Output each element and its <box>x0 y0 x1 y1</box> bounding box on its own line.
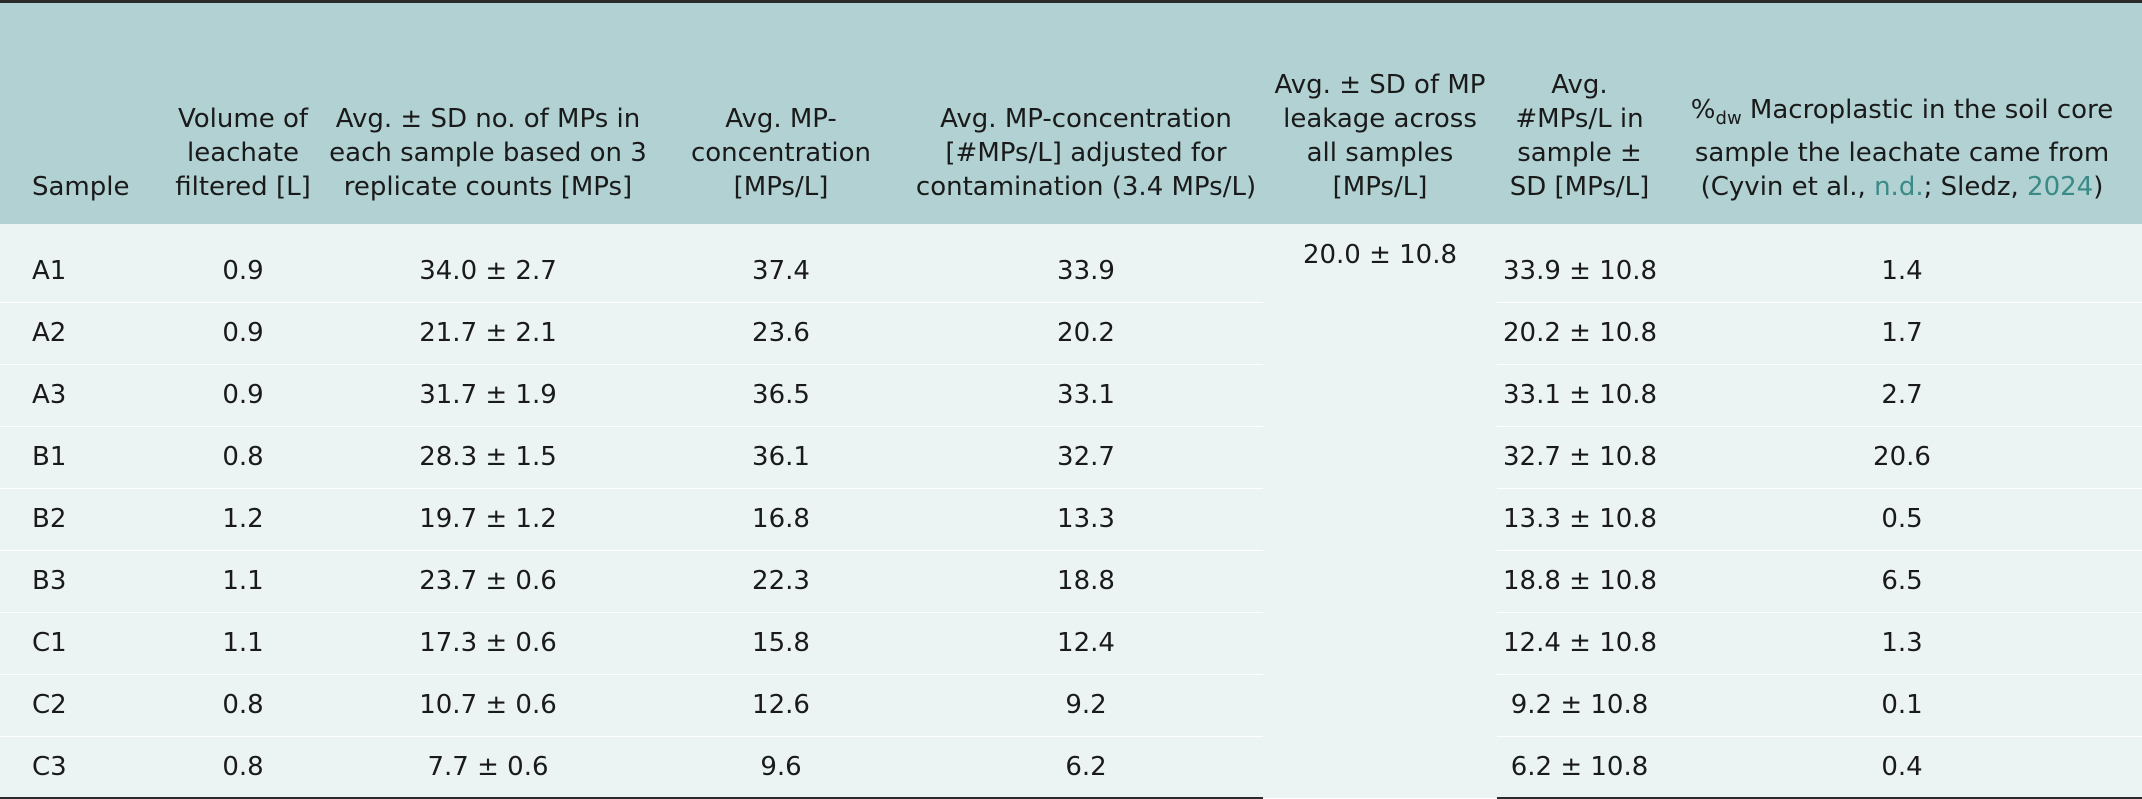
cell-avg-no: 7.7 ± 0.6 <box>323 736 653 799</box>
cell-per-sample: 33.9 ± 10.8 <box>1497 224 1662 303</box>
cell-macro: 20.6 <box>1662 426 2142 489</box>
cell-avg-no: 10.7 ± 0.6 <box>323 674 653 737</box>
cell-avg-no: 28.3 ± 1.5 <box>323 426 653 489</box>
cell-leakage: 20.0 ± 10.8 <box>1302 240 1458 270</box>
cell-adj-conc: 18.8 <box>909 550 1263 613</box>
header-per-sample: Avg. #MPs/L in sample ± SD [MPs/L] <box>1509 70 1650 202</box>
cell-macro: 0.5 <box>1662 488 2142 551</box>
cell-sample: A2 <box>0 302 163 365</box>
cell-adj-conc: 33.1 <box>909 364 1263 427</box>
cell-avg-conc: 15.8 <box>653 612 909 675</box>
cell-sample: C1 <box>0 612 163 675</box>
cell-avg-no: 34.0 ± 2.7 <box>323 224 653 303</box>
cell-sample: B3 <box>0 550 163 613</box>
cell-volume: 0.9 <box>163 224 323 303</box>
table-row: C3 0.8 7.7 ± 0.6 9.6 6.2 6.2 ± 10.8 0.4 <box>0 736 2142 799</box>
cell-adj-conc: 6.2 <box>909 736 1263 799</box>
macro-percent: % <box>1690 94 1716 125</box>
macro-text: Macroplastic in the soil core sample the… <box>1694 94 2114 202</box>
cell-avg-no: 19.7 ± 1.2 <box>323 488 653 551</box>
table-row: B2 1.2 19.7 ± 1.2 16.8 13.3 13.3 ± 10.8 0.5 <box>0 488 2142 551</box>
cell-avg-no: 31.7 ± 1.9 <box>323 364 653 427</box>
table-row: A2 0.9 21.7 ± 2.1 23.6 20.2 20.2 ± 10.8 1.7 <box>0 302 2142 365</box>
cell-per-sample: 33.1 ± 10.8 <box>1497 364 1662 427</box>
cell-sample: A3 <box>0 364 163 427</box>
cell-avg-conc: 16.8 <box>653 488 909 551</box>
cell-avg-conc: 22.3 <box>653 550 909 613</box>
cell-per-sample: 6.2 ± 10.8 <box>1497 736 1662 799</box>
cell-avg-conc: 12.6 <box>653 674 909 737</box>
cell-sample: A1 <box>0 224 163 303</box>
cell-volume: 0.9 <box>163 302 323 365</box>
header-avg-conc: Avg. MP-concentration [MPs/L] <box>690 104 872 202</box>
cell-volume: 0.8 <box>163 736 323 799</box>
citation-link-2024[interactable]: 2024 <box>2027 172 2094 202</box>
cell-macro: 1.3 <box>1662 612 2142 675</box>
cell-adj-conc: 33.9 <box>909 224 1263 303</box>
table-row: A1 0.9 34.0 ± 2.7 37.4 33.9 20.0 ± 10.8 33.9 ±… <box>0 224 2142 303</box>
header-volume: Volume of leachate filtered [L] <box>175 104 311 202</box>
cell-adj-conc: 12.4 <box>909 612 1263 675</box>
cell-volume: 0.9 <box>163 364 323 427</box>
cell-avg-no: 23.7 ± 0.6 <box>323 550 653 613</box>
cell-avg-no: 17.3 ± 0.6 <box>323 612 653 675</box>
table-row: B1 0.8 28.3 ± 1.5 36.1 32.7 32.7 ± 10.8 20.6 <box>0 426 2142 489</box>
cell-volume: 1.1 <box>163 550 323 613</box>
cell-adj-conc: 9.2 <box>909 674 1263 737</box>
cell-macro: 6.5 <box>1662 550 2142 613</box>
table-row: C1 1.1 17.3 ± 0.6 15.8 12.4 12.4 ± 10.8 1.3 <box>0 612 2142 675</box>
cell-avg-no: 21.7 ± 2.1 <box>323 302 653 365</box>
cell-macro: 2.7 <box>1662 364 2142 427</box>
cell-volume: 0.8 <box>163 426 323 489</box>
cell-avg-conc: 36.5 <box>653 364 909 427</box>
table-row: B3 1.1 23.7 ± 0.6 22.3 18.8 18.8 ± 10.8 6.5 <box>0 550 2142 613</box>
macro-subscript: dw <box>1715 108 1742 129</box>
cell-per-sample: 9.2 ± 10.8 <box>1497 674 1662 737</box>
cell-macro: 1.4 <box>1662 224 2142 303</box>
macro-mid: ; Sledz, <box>1923 172 2028 202</box>
cell-avg-conc: 23.6 <box>653 302 909 365</box>
cell-volume: 1.2 <box>163 488 323 551</box>
header-sample: Sample <box>32 172 130 202</box>
table-row: C2 0.8 10.7 ± 0.6 12.6 9.2 9.2 ± 10.8 0.1 <box>0 674 2142 737</box>
cell-per-sample: 12.4 ± 10.8 <box>1497 612 1662 675</box>
cell-per-sample: 13.3 ± 10.8 <box>1497 488 1662 551</box>
header-macroplastic: %dw Macroplastic in the soil core sample… <box>1662 3 2142 224</box>
cell-avg-conc: 37.4 <box>653 224 909 303</box>
cell-sample: C2 <box>0 674 163 737</box>
macro-end: ) <box>2093 172 2104 202</box>
cell-sample: B1 <box>0 426 163 489</box>
header-adj-conc: Avg. MP-concentration [#MPs/L] adjusted … <box>915 104 1257 202</box>
mp-leachate-table: Sample Volume of leachate filtered [L] A… <box>0 3 2142 799</box>
citation-link-nd[interactable]: n.d. <box>1874 172 1924 202</box>
cell-volume: 0.8 <box>163 674 323 737</box>
cell-adj-conc: 32.7 <box>909 426 1263 489</box>
header-row: Sample Volume of leachate filtered [L] A… <box>0 3 2142 224</box>
header-leakage: Avg. ± SD of MP leakage across all sampl… <box>1274 70 1486 202</box>
cell-avg-conc: 9.6 <box>653 736 909 799</box>
header-avg-no: Avg. ± SD no. of MPs in each sample base… <box>329 104 647 202</box>
table-row: A3 0.9 31.7 ± 1.9 36.5 33.1 33.1 ± 10.8 2.7 <box>0 364 2142 427</box>
cell-macro: 1.7 <box>1662 302 2142 365</box>
cell-macro: 0.1 <box>1662 674 2142 737</box>
cell-sample: B2 <box>0 488 163 551</box>
cell-per-sample: 32.7 ± 10.8 <box>1497 426 1662 489</box>
table-body: A1 0.9 34.0 ± 2.7 37.4 33.9 20.0 ± 10.8 33.9 ±… <box>0 224 2142 799</box>
cell-adj-conc: 13.3 <box>909 488 1263 551</box>
cell-adj-conc: 20.2 <box>909 302 1263 365</box>
cell-avg-conc: 36.1 <box>653 426 909 489</box>
cell-macro: 0.4 <box>1662 736 2142 799</box>
cell-volume: 1.1 <box>163 612 323 675</box>
top-rule <box>0 0 2142 3</box>
cell-per-sample: 18.8 ± 10.8 <box>1497 550 1662 613</box>
cell-per-sample: 20.2 ± 10.8 <box>1497 302 1662 365</box>
cell-sample: C3 <box>0 736 163 799</box>
